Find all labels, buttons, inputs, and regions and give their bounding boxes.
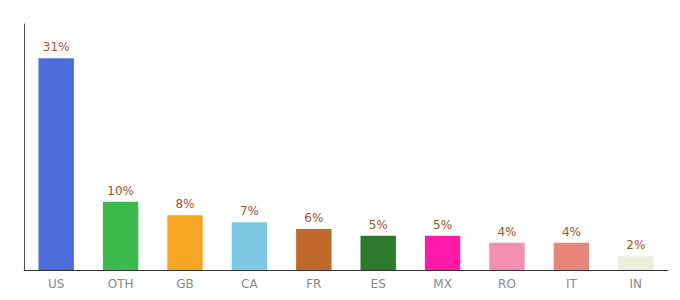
svg-text:OTH: OTH (108, 277, 134, 291)
svg-text:8%: 8% (175, 197, 194, 211)
svg-text:FR: FR (306, 277, 321, 291)
svg-text:US: US (48, 277, 64, 291)
svg-text:31%: 31% (43, 40, 70, 54)
svg-text:GB: GB (176, 277, 194, 291)
svg-text:5%: 5% (369, 218, 388, 232)
svg-text:2%: 2% (626, 238, 645, 252)
svg-text:IT: IT (566, 277, 578, 291)
svg-text:6%: 6% (304, 211, 323, 225)
svg-text:4%: 4% (497, 225, 516, 239)
svg-text:ES: ES (371, 277, 386, 291)
svg-text:CA: CA (241, 277, 258, 291)
svg-text:5%: 5% (433, 218, 452, 232)
svg-text:7%: 7% (240, 204, 259, 218)
svg-text:10%: 10% (107, 184, 134, 198)
svg-text:4%: 4% (562, 225, 581, 239)
svg-text:RO: RO (498, 277, 516, 291)
svg-text:IN: IN (630, 277, 643, 291)
svg-text:MX: MX (433, 277, 452, 291)
